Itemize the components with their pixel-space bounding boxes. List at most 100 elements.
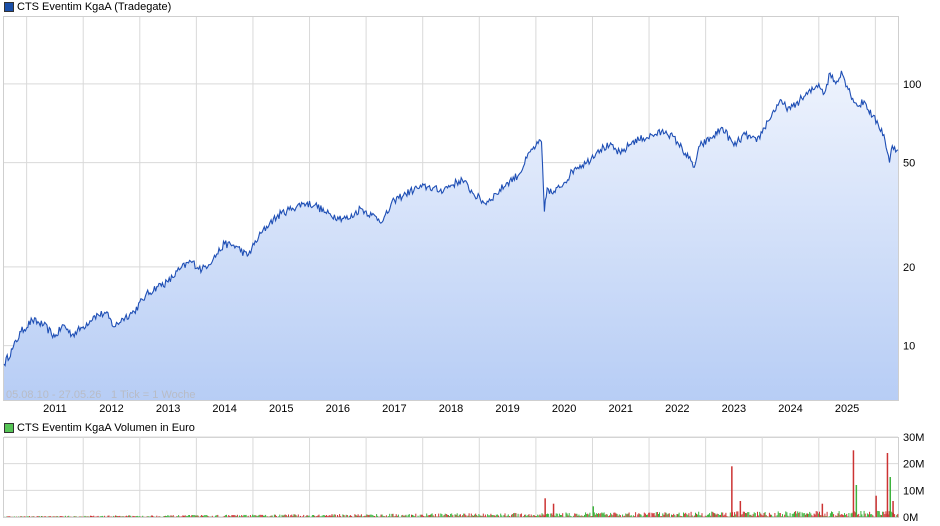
volume-bar (566, 513, 568, 517)
x-tick-label: 2015 (269, 403, 293, 415)
volume-bar (291, 514, 293, 517)
volume-bar (766, 516, 768, 517)
volume-bar (331, 514, 333, 517)
volume-bar (452, 515, 454, 517)
volume-bar (464, 513, 466, 517)
volume-bar (451, 513, 453, 517)
volume-bar (530, 514, 532, 517)
volume-legend-swatch (4, 423, 14, 433)
volume-bar (814, 514, 816, 517)
volume-spike-bar (739, 501, 742, 517)
volume-bar (385, 515, 387, 517)
volume-bar (294, 514, 296, 517)
volume-bar (623, 516, 625, 517)
volume-bar (593, 512, 595, 517)
volume-bar (429, 515, 431, 517)
volume-bar (240, 516, 242, 517)
volume-bar (833, 514, 835, 517)
volume-bar (60, 516, 62, 517)
volume-bar (462, 515, 464, 517)
volume-bar (162, 516, 164, 517)
volume-legend-label: CTS Eventim KgaA Volumen in Euro (17, 422, 195, 434)
volume-bar (308, 515, 310, 517)
volume-bar (182, 515, 184, 517)
volume-bar (500, 513, 502, 517)
volume-bar (700, 515, 702, 517)
volume-bar (541, 513, 543, 517)
volume-bar (135, 516, 137, 517)
volume-bar (484, 514, 486, 517)
volume-bar (798, 512, 800, 517)
volume-bar (432, 515, 434, 517)
volume-bar (303, 514, 305, 517)
volume-bar (79, 516, 81, 517)
volume-bar (847, 516, 849, 517)
volume-bar (751, 516, 753, 517)
x-tick-label: 2024 (778, 403, 802, 415)
volume-bar (576, 513, 578, 517)
volume-bar (110, 516, 112, 517)
volume-bar (57, 516, 59, 517)
volume-bar (436, 516, 437, 517)
volume-bar (717, 514, 719, 517)
volume-bar (458, 514, 460, 517)
volume-bar (646, 514, 647, 517)
volume-bar (206, 515, 208, 517)
volume-bar (165, 515, 166, 517)
volume-bar (122, 516, 124, 517)
price-legend-label: CTS Eventim KgaA (Tradegate) (17, 1, 172, 13)
volume-bar (116, 515, 118, 517)
volume-bar (736, 511, 738, 517)
volume-bar (594, 514, 596, 517)
volume-bar (743, 511, 745, 517)
volume-bar (763, 513, 765, 517)
volume-bar (788, 516, 790, 517)
volume-bar (37, 516, 39, 517)
volume-bar (771, 514, 773, 517)
volume-bar (32, 516, 34, 517)
volume-bar (746, 513, 748, 517)
volume-bar (778, 513, 780, 517)
volume-bar (825, 516, 827, 517)
volume-bar (749, 514, 751, 517)
volume-bar (654, 515, 656, 517)
price-plot-frame (3, 16, 899, 401)
volume-bar (357, 514, 359, 517)
volume-bar (787, 515, 789, 517)
volume-bar (492, 515, 494, 517)
volume-bar (679, 515, 681, 517)
volume-bar (96, 516, 98, 517)
volume-series (4, 450, 899, 517)
volume-bar (388, 516, 390, 517)
volume-bar (293, 514, 295, 517)
volume-bar (896, 514, 898, 517)
volume-bar (306, 515, 308, 517)
volume-spike-bar (852, 450, 855, 517)
volume-bar (469, 516, 471, 517)
x-tick-label: 2014 (212, 403, 236, 415)
volume-bar (49, 516, 51, 517)
volume-bar (195, 515, 197, 517)
volume-bar (835, 515, 837, 517)
volume-bar (578, 514, 580, 517)
volume-bar (691, 515, 693, 517)
volume-bar (471, 515, 473, 517)
volume-bar (152, 515, 153, 517)
volume-bar (538, 515, 540, 517)
volume-bar (269, 516, 271, 517)
volume-bar (712, 511, 714, 517)
volume-bar (202, 515, 203, 517)
volume-bar (61, 516, 63, 517)
volume-bar (315, 516, 317, 517)
volume-bar (459, 514, 461, 517)
volume-bar (494, 515, 496, 517)
volume-bar (194, 515, 196, 517)
volume-bar (626, 514, 628, 517)
volume-bar (677, 514, 679, 517)
volume-bar (142, 515, 144, 517)
volume-bar (120, 516, 122, 517)
volume-bar (660, 516, 662, 517)
volume-bar (264, 515, 266, 517)
volume-bar (261, 514, 263, 517)
volume-bar (688, 513, 690, 517)
